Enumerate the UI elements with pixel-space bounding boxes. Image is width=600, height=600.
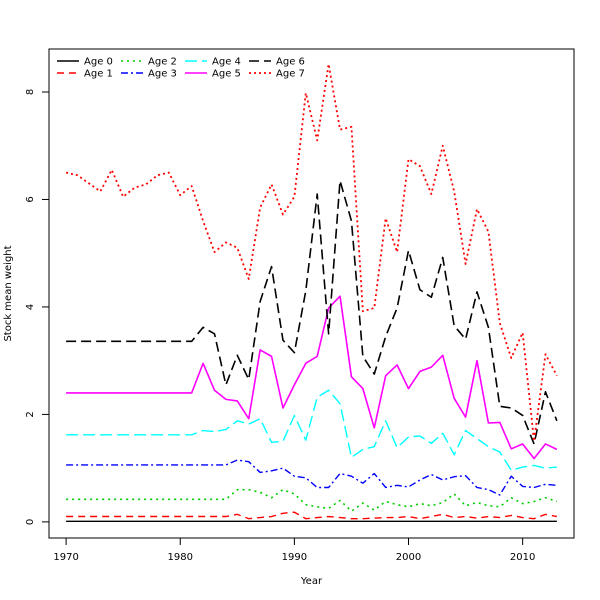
legend-label-age-7: Age 7 [276,69,305,80]
x-axis-title: Year [300,576,323,587]
x-tick-label: 1980 [168,552,193,563]
y-tick-label: 8 [25,89,36,95]
plot-frame [48,48,575,539]
legend-label-age-1: Age 1 [84,69,113,80]
legend-label-age-3: Age 3 [148,69,177,80]
legend-label-age-0: Age 0 [84,57,113,68]
y-tick-label: 6 [25,196,36,202]
x-tick-label: 1970 [53,552,78,563]
series-line-age-7 [65,63,558,443]
series-line-age-4 [66,389,557,471]
series-line-age-3 [66,459,557,496]
y-tick-label: 0 [25,519,36,525]
x-tick-label: 2000 [396,552,421,563]
legend-label-age-2: Age 2 [148,57,177,68]
x-tick-label: 1990 [282,552,307,563]
series-line-age-2 [66,488,558,512]
legend-label-age-6: Age 6 [276,57,305,68]
series-line-age-6 [66,179,558,445]
series-line-age-5 [66,295,558,460]
y-tick-label: 2 [25,411,36,417]
legend-label-age-4: Age 4 [212,57,241,68]
y-tick-label: 4 [25,304,36,310]
series-line-age-1 [66,511,558,520]
axes-layer: 1970 1980 1990 2000 2010 0 2 4 6 8 [25,89,535,563]
y-axis-title: Stock mean weight [3,245,14,341]
legend-label-age-5: Age 5 [212,69,241,80]
x-tick-label: 2010 [510,552,535,563]
series-layer [65,63,558,523]
